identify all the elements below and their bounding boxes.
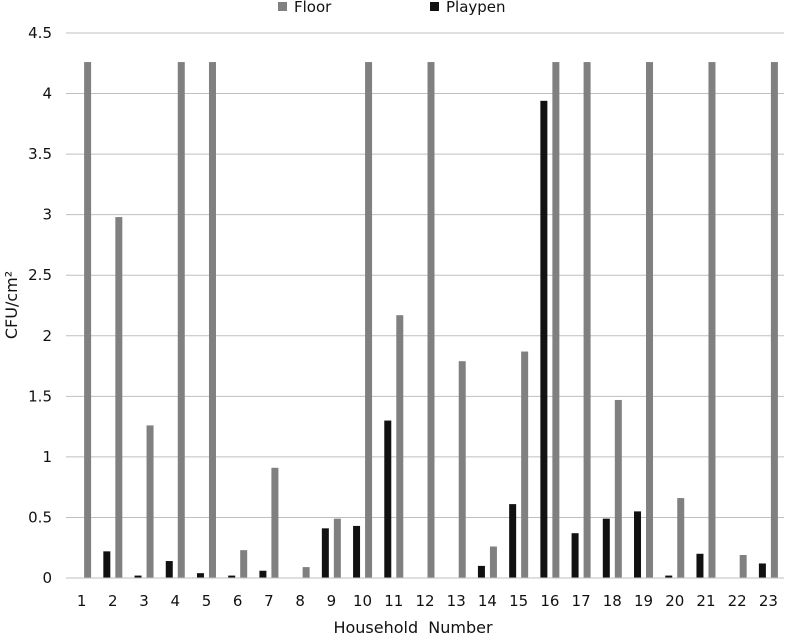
bars — [84, 62, 778, 579]
bar-floor-3 — [146, 425, 154, 578]
legend-swatch-playpen — [430, 2, 439, 11]
x-tick-label: 3 — [139, 592, 149, 610]
bar-floor-7 — [271, 467, 279, 578]
bar-floor-16 — [552, 62, 560, 579]
bar-floor-1 — [84, 62, 92, 579]
y-tick-label: 3 — [42, 206, 52, 224]
bar-floor-2 — [115, 217, 123, 579]
legend-label-floor: Floor — [294, 0, 332, 16]
bar-floor-5 — [208, 62, 216, 579]
y-tick-label: 0.5 — [28, 508, 52, 526]
legend-swatch-floor — [278, 2, 287, 11]
y-axis-title: CFU/cm² — [2, 271, 21, 339]
legend: Floor Playpen — [278, 0, 506, 16]
x-tick-label: 11 — [384, 592, 403, 610]
bar-floor-10 — [365, 62, 373, 579]
x-tick-label: 17 — [572, 592, 591, 610]
bar-playpen-3 — [134, 575, 142, 578]
bar-playpen-23 — [758, 563, 766, 578]
bar-playpen-6 — [228, 575, 236, 578]
x-tick-label: 6 — [233, 592, 243, 610]
y-tick-label: 1 — [42, 448, 52, 466]
x-tick-label: 18 — [603, 592, 622, 610]
bar-floor-17 — [583, 62, 591, 579]
gridlines — [66, 32, 784, 518]
bar-floor-8 — [302, 567, 310, 578]
x-tick-label: 20 — [665, 592, 684, 610]
bar-playpen-9 — [321, 528, 329, 578]
bar-floor-18 — [614, 399, 622, 578]
x-tick-label: 8 — [295, 592, 305, 610]
bar-playpen-21 — [696, 553, 704, 578]
legend-label-playpen: Playpen — [446, 0, 506, 16]
bar-playpen-2 — [103, 551, 111, 578]
x-tick-label: 10 — [353, 592, 372, 610]
x-axis-title: Household Number — [333, 618, 493, 637]
bar-playpen-11 — [384, 420, 392, 578]
x-tick-label: 9 — [327, 592, 337, 610]
y-tick-label: 3.5 — [28, 145, 52, 163]
bar-playpen-10 — [353, 525, 361, 578]
bar-playpen-16 — [540, 100, 548, 579]
bar-playpen-14 — [477, 565, 485, 578]
x-tick-label: 5 — [202, 592, 212, 610]
y-tick-label: 4.5 — [28, 24, 52, 42]
bar-floor-12 — [427, 62, 435, 579]
bar-floor-4 — [177, 62, 185, 579]
y-tick-label: 2 — [42, 327, 52, 345]
bar-floor-21 — [708, 62, 716, 579]
x-tick-label: 16 — [540, 592, 559, 610]
x-tick-label: 12 — [415, 592, 434, 610]
x-tick-label: 15 — [509, 592, 528, 610]
y-tick-label: 1.5 — [28, 387, 52, 405]
bar-floor-13 — [458, 361, 466, 578]
x-tick-label: 19 — [634, 592, 653, 610]
bar-floor-6 — [240, 550, 248, 578]
bar-floor-15 — [521, 351, 529, 578]
bar-playpen-4 — [165, 561, 173, 578]
y-tick-label: 2.5 — [28, 266, 52, 284]
x-tick-label: 21 — [696, 592, 715, 610]
x-tick-label: 1 — [77, 592, 87, 610]
bar-playpen-17 — [571, 533, 579, 578]
bar-playpen-7 — [259, 570, 267, 578]
bar-playpen-5 — [196, 573, 204, 578]
bar-playpen-19 — [634, 511, 642, 578]
bar-floor-23 — [770, 62, 778, 579]
bar-floor-14 — [489, 546, 497, 578]
x-tick-label: 13 — [447, 592, 466, 610]
bar-floor-9 — [333, 518, 341, 578]
bar-floor-20 — [677, 498, 685, 578]
x-tick-label: 14 — [478, 592, 497, 610]
x-tick-label: 4 — [170, 592, 180, 610]
y-tick-label: 0 — [42, 569, 52, 587]
x-tick-label: 2 — [108, 592, 118, 610]
bar-floor-19 — [646, 62, 654, 579]
bar-floor-11 — [396, 315, 404, 578]
y-tick-label: 4 — [42, 85, 52, 103]
bar-floor-22 — [739, 554, 747, 578]
bar-playpen-18 — [602, 518, 610, 578]
x-tick-label: 23 — [759, 592, 778, 610]
x-tick-label: 7 — [264, 592, 274, 610]
x-tick-label: 22 — [728, 592, 747, 610]
bar-playpen-20 — [665, 575, 673, 578]
axes: 00.511.522.533.544.51 2 3 4 5 6 7 8 9 10 11 12 13 14 1… — [28, 24, 784, 610]
bar-playpen-15 — [509, 504, 517, 578]
